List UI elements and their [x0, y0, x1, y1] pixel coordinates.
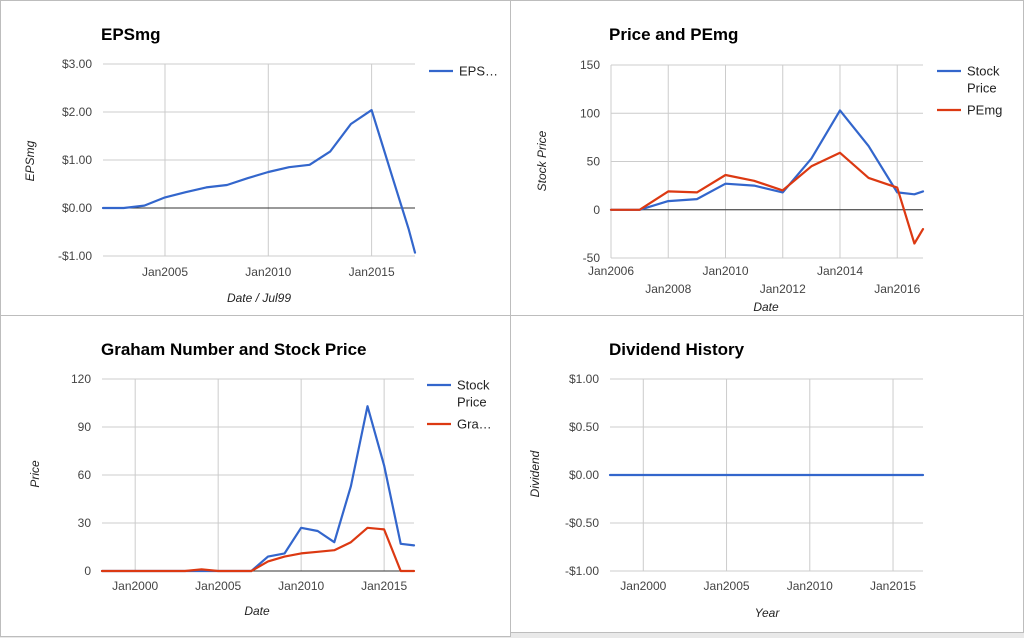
price-pemg-chart: Price and PEmg Date Stock Price 150 100 50… — [535, 25, 1002, 314]
y-tick-label: 90 — [78, 420, 92, 434]
y-tick-label: $1.00 — [569, 372, 599, 386]
y-tick-label: 120 — [71, 372, 91, 386]
series-line-1 — [609, 109, 925, 211]
y-tick-label: $0.00 — [62, 201, 92, 215]
y-tick-label: -$1.00 — [58, 249, 92, 263]
x-tick-label: Jan2000 — [620, 579, 666, 593]
y-tick-label: $2.00 — [62, 105, 92, 119]
y-tick-label: 100 — [580, 106, 600, 120]
chart-panel-graham: Graham Number and Stock Price Date Price… — [0, 315, 511, 637]
chart-title: Graham Number and Stock Price — [101, 340, 366, 359]
x-tick-label: Jan2015 — [349, 265, 395, 279]
x-tick-label: Jan2015 — [870, 579, 916, 593]
legend-label: EPS… — [459, 64, 498, 79]
y-tick-label: -50 — [583, 251, 601, 265]
x-tick-label: Jan2005 — [142, 265, 188, 279]
x-axis-label: Date — [753, 300, 779, 314]
y-axis-label: Stock Price — [535, 130, 549, 191]
x-tick-label: Jan2005 — [195, 579, 241, 593]
chart-panel-price-pemg: Price and PEmg Date Stock Price 150 100 50… — [510, 0, 1024, 316]
chart-panel-dividend: Dividend History Year Dividend $1.00 $0.5… — [510, 315, 1024, 633]
y-axis-label: Price — [28, 460, 42, 488]
plot-area: $1.00 $0.50 $0.00 -$0.50 -$1.00 Jan2000 Jan200… — [565, 372, 925, 593]
legend-label: PEmg — [967, 103, 1002, 118]
y-tick-label: 50 — [587, 155, 601, 169]
y-tick-label: $3.00 — [62, 57, 92, 71]
x-tick-label: Jan2015 — [361, 579, 407, 593]
x-tick-label: Jan2016 — [874, 282, 920, 296]
y-tick-label: -$0.50 — [565, 516, 599, 530]
y-tick-label: $0.00 — [569, 468, 599, 482]
x-axis-label: Year — [755, 606, 781, 620]
y-axis-label: EPSmg — [23, 140, 37, 181]
x-tick-label: Jan2012 — [760, 282, 806, 296]
epsmg-chart: EPSmg Date / Jul99 EPSmg $3.00 $2.00 $1.00… — [23, 25, 498, 305]
dividend-chart: Dividend History Year Dividend $1.00 $0.5… — [528, 340, 925, 620]
plot-area: $3.00 $2.00 $1.00 $0.00 -$1.00 Jan2005 Jan2010… — [58, 57, 417, 279]
x-tick-label: Jan2008 — [645, 282, 691, 296]
x-axis-label: Date — [244, 604, 270, 618]
x-tick-label: Jan2005 — [704, 579, 750, 593]
y-tick-label: $1.00 — [62, 153, 92, 167]
chart-panel-epsmg: EPSmg Date / Jul99 EPSmg $3.00 $2.00 $1.00… — [0, 0, 511, 316]
x-tick-label: Jan2010 — [245, 265, 291, 279]
legend-label: Gra… — [457, 417, 492, 432]
plot-area: 120 90 60 30 0 Jan2000 Jan2005 Jan2010 Jan2015 — [71, 372, 416, 593]
y-tick-label: 0 — [84, 564, 91, 578]
y-tick-label: 0 — [593, 203, 600, 217]
chart-title: Price and PEmg — [609, 25, 738, 44]
x-tick-label: Jan2006 — [588, 264, 634, 278]
series-line-2 — [100, 526, 416, 573]
x-tick-label: Jan2000 — [112, 579, 158, 593]
chart-title: EPSmg — [101, 25, 161, 44]
y-tick-label: 60 — [78, 468, 92, 482]
x-tick-label: Jan2010 — [787, 579, 833, 593]
x-tick-label: Jan2010 — [278, 579, 324, 593]
legend-label: Stock Price — [457, 378, 490, 410]
y-tick-label: 150 — [580, 58, 600, 72]
y-tick-label: -$1.00 — [565, 564, 599, 578]
series-line-1 — [100, 405, 416, 573]
x-tick-label: Jan2014 — [817, 264, 863, 278]
y-tick-label: $0.50 — [569, 420, 599, 434]
y-tick-label: 30 — [78, 516, 92, 530]
series-line-1 — [101, 108, 417, 254]
y-axis-label: Dividend — [528, 450, 542, 497]
x-axis-label: Date / Jul99 — [227, 291, 291, 305]
graham-chart: Graham Number and Stock Price Date Price… — [28, 340, 492, 618]
chart-title: Dividend History — [609, 340, 745, 359]
x-tick-label: Jan2010 — [702, 264, 748, 278]
series-line-2 — [609, 151, 925, 245]
legend-label: Stock Price — [967, 64, 1000, 96]
